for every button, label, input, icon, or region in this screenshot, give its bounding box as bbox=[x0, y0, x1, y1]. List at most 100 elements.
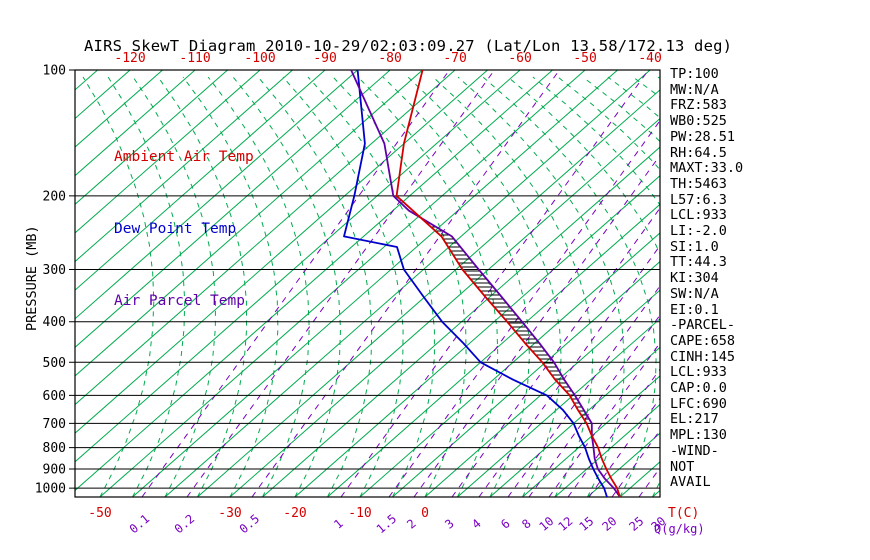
top-temp-label: -100 bbox=[244, 51, 275, 66]
chart-title: AIRS SkewT Diagram 2010-10-29/02:03:09.2… bbox=[84, 37, 733, 55]
legend-item-parcel: Air Parcel Temp bbox=[114, 293, 245, 309]
pressure-tick-label: 100 bbox=[43, 64, 66, 79]
moist-adiabat-line bbox=[257, 76, 373, 497]
top-temp-label: -70 bbox=[443, 51, 466, 66]
legend-item-ambient: Ambient Air Temp bbox=[114, 149, 254, 165]
stat-line: CAP:0.0 bbox=[670, 380, 727, 397]
isotherm-line bbox=[75, 70, 326, 291]
temp-axis-label: T(C) bbox=[668, 506, 699, 521]
stat-line: TP:100 bbox=[670, 66, 719, 82]
stat-line: LCL:933 bbox=[670, 364, 727, 381]
isotherm-line bbox=[424, 289, 660, 497]
bottom-temp-label: 0 bbox=[421, 506, 429, 521]
pressure-tick-label: 500 bbox=[43, 356, 66, 371]
chart-legend: Ambient Air Temp Dew Point Temp Air Parc… bbox=[114, 97, 254, 361]
isotherm-line bbox=[75, 70, 196, 177]
stat-line: TT:44.3 bbox=[670, 254, 727, 271]
top-temp-label: -120 bbox=[114, 51, 145, 66]
mixing-axis-label: Q(g/kg) bbox=[654, 522, 705, 536]
stat-line: LFC:690 bbox=[670, 395, 727, 412]
top-temp-label: -90 bbox=[313, 51, 336, 66]
isotherm-line bbox=[229, 117, 660, 497]
isotherm-line bbox=[750, 70, 870, 497]
stat-line: EI:0.1 bbox=[670, 301, 719, 318]
isotherm-line bbox=[815, 70, 870, 497]
mixing-ratio-line bbox=[507, 285, 660, 497]
mixing-ratio-line bbox=[413, 154, 660, 497]
moist-adiabat-line bbox=[307, 76, 435, 497]
stat-line: -PARCEL- bbox=[670, 317, 736, 334]
moist-adiabat-line bbox=[457, 76, 625, 497]
stat-line: RH:64.5 bbox=[670, 144, 727, 161]
moist-adiabat-line bbox=[107, 76, 186, 497]
isotherm-line bbox=[327, 203, 660, 497]
stat-line: LCL:933 bbox=[670, 207, 727, 224]
moist-adiabat-line bbox=[332, 76, 467, 497]
top-temp-label: -80 bbox=[378, 51, 401, 66]
mixing-ratio-line bbox=[548, 341, 660, 497]
moist-adiabat-line bbox=[482, 76, 657, 497]
stat-line: SW:N/A bbox=[670, 285, 719, 302]
isotherm-line bbox=[262, 146, 660, 497]
stat-line: L57:6.3 bbox=[670, 191, 727, 208]
stat-line: WB0:525 bbox=[670, 113, 727, 130]
mixing-ratio-line bbox=[388, 119, 660, 497]
mixing-ratio-line bbox=[528, 314, 660, 497]
isotherm-line bbox=[294, 175, 660, 497]
isotherm-line bbox=[522, 375, 660, 497]
mixing-ratio-label: 20 bbox=[599, 514, 619, 534]
stat-line: TH:5463 bbox=[670, 175, 727, 192]
mixing-ratio-line bbox=[186, 70, 495, 497]
bottom-temp-label: -30 bbox=[218, 506, 241, 521]
isotherm-line bbox=[75, 70, 293, 263]
pressure-tick-label: 400 bbox=[43, 315, 66, 330]
legend-item-dewpoint: Dew Point Temp bbox=[114, 221, 237, 237]
mixing-ratio-label: 6 bbox=[498, 516, 513, 531]
pressure-tick-label: 300 bbox=[43, 263, 66, 278]
stat-line: MW:N/A bbox=[670, 81, 719, 98]
isotherm-line bbox=[75, 70, 358, 320]
mixing-ratio-label: 25 bbox=[626, 514, 646, 534]
bottom-temp-label: -50 bbox=[88, 506, 111, 521]
mixing-ratio-label: 2 bbox=[404, 516, 419, 531]
pressure-tick-label: 700 bbox=[43, 417, 66, 432]
top-temp-label: -60 bbox=[508, 51, 531, 66]
isotherm-line bbox=[75, 70, 391, 349]
stat-line: CAPE:658 bbox=[670, 332, 736, 349]
bottom-temp-label: -20 bbox=[283, 506, 306, 521]
isotherm-line bbox=[619, 461, 660, 497]
background-grid bbox=[75, 70, 870, 497]
mixing-ratio-label: 3 bbox=[442, 516, 457, 531]
stat-line: MAXT:33.0 bbox=[670, 160, 744, 177]
stat-line: NOT bbox=[670, 458, 695, 475]
moist-adiabat-line bbox=[282, 76, 404, 497]
mixing-ratio-label: 0.1 bbox=[127, 512, 153, 537]
stat-line: SI:1.0 bbox=[670, 238, 719, 255]
isotherm-line bbox=[75, 70, 456, 406]
pressure-axis-label: PRESSURE (MB) bbox=[24, 225, 40, 331]
isotherm-line bbox=[75, 70, 163, 148]
stat-line: -WIND- bbox=[670, 442, 719, 459]
pressure-tick-label: 900 bbox=[43, 463, 66, 478]
mixing-ratio-line bbox=[567, 368, 660, 497]
mixing-ratio-line bbox=[340, 70, 649, 497]
mixing-ratio-label: 1.5 bbox=[374, 512, 400, 537]
isotherm-line bbox=[75, 70, 131, 120]
isotherm-line bbox=[554, 403, 660, 497]
pressure-tick-label: 600 bbox=[43, 389, 66, 404]
stat-line: KI:304 bbox=[670, 270, 719, 287]
top-temp-label: -110 bbox=[179, 51, 210, 66]
stat-line: AVAIL bbox=[670, 474, 711, 491]
stat-line: FRZ:583 bbox=[670, 97, 727, 114]
isotherm-line bbox=[489, 346, 660, 497]
moist-adiabat-line bbox=[432, 76, 594, 497]
isotherm-line bbox=[392, 260, 660, 497]
stat-line: CINH:145 bbox=[670, 348, 736, 365]
isotherm-line bbox=[783, 70, 870, 497]
profile-dewpoint bbox=[343, 70, 608, 497]
isotherm-line bbox=[457, 318, 660, 497]
isotherm-line bbox=[75, 70, 521, 463]
mixing-ratio-label: 4 bbox=[469, 516, 484, 531]
